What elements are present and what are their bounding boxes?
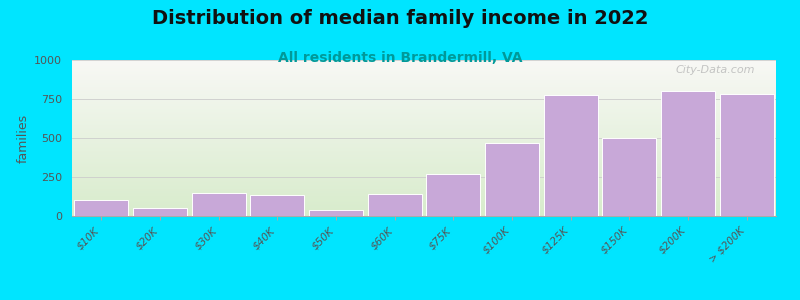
Bar xyxy=(602,138,656,216)
Bar xyxy=(544,95,598,216)
Bar xyxy=(485,143,539,216)
Bar xyxy=(192,194,246,216)
Y-axis label: families: families xyxy=(17,113,30,163)
Text: City-Data.com: City-Data.com xyxy=(675,65,755,75)
Bar xyxy=(720,94,774,216)
Bar xyxy=(368,194,422,216)
Bar xyxy=(74,200,128,216)
Text: All residents in Brandermill, VA: All residents in Brandermill, VA xyxy=(278,51,522,65)
Text: Distribution of median family income in 2022: Distribution of median family income in … xyxy=(152,9,648,28)
Bar xyxy=(309,210,363,216)
Bar xyxy=(250,195,304,216)
Bar xyxy=(426,174,480,216)
Bar xyxy=(661,91,715,216)
Bar xyxy=(133,208,187,216)
